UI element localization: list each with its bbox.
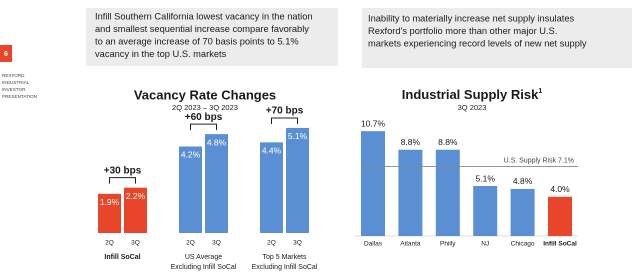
value-label: 4.8%: [207, 137, 227, 147]
callout-text: and smallest sequential increase compare…: [95, 24, 309, 34]
x-tick-label: Dallas: [364, 241, 383, 248]
sidebar-text: INDUSTRIAL: [2, 80, 30, 85]
bar: [398, 149, 423, 236]
x-tick-label: 3Q: [131, 240, 140, 247]
value-label: 5.1%: [476, 173, 496, 183]
callout-box: [86, 8, 338, 66]
bar: [179, 146, 202, 233]
value-label: 2.2%: [126, 191, 146, 201]
callout-text: Infill Southern California lowest vacanc…: [95, 11, 313, 21]
bar: [124, 187, 147, 233]
group-label: Excluding Infill SoCal: [252, 264, 318, 271]
value-label: 10.7%: [361, 118, 386, 128]
bar: [260, 142, 283, 233]
change-label: +30 bps: [104, 165, 142, 176]
value-label: 4.0%: [550, 184, 570, 194]
bar: [98, 193, 121, 233]
bar: [548, 196, 572, 236]
page-badge: [0, 45, 12, 62]
chart-subtitle: 2Q 2023 – 3Q 2023: [172, 103, 238, 112]
bar: [286, 127, 309, 233]
title-note: 1: [538, 88, 542, 95]
value-label: 4.2%: [181, 150, 201, 160]
value-label: 5.1%: [288, 131, 308, 141]
x-tick-label: Infill SoCal: [543, 241, 577, 248]
x-tick-label: 2Q: [267, 240, 276, 247]
group-label: US Average: [185, 254, 222, 261]
callout-text: Rexford's portfolio more than other majo…: [368, 26, 557, 36]
callout-box: [362, 8, 632, 68]
x-tick-label: 3Q: [212, 240, 221, 247]
sidebar-text: PRESENTATION: [2, 94, 37, 99]
bar: [361, 131, 385, 236]
change-bracket: [190, 123, 217, 131]
value-label: 8.8%: [401, 137, 421, 147]
callout-text: vacancy in the top U.S. markets: [95, 49, 227, 59]
bar: [473, 186, 498, 236]
x-tick-label: 2Q: [186, 240, 195, 247]
value-label: 1.9%: [100, 197, 120, 207]
x-tick-label: Chicago: [511, 241, 535, 248]
sidebar-text: REXFORD: [2, 73, 25, 78]
callout-text: Inability to materially increase net sup…: [368, 13, 575, 23]
chart-title: Vacancy Rate Changes: [134, 87, 276, 102]
bar: [510, 188, 535, 236]
value-label: 8.8%: [438, 137, 458, 147]
value-label: 4.4%: [262, 146, 282, 156]
change-label: +70 bps: [266, 106, 304, 117]
x-tick-label: Atlanta: [400, 241, 421, 248]
x-tick-label: 2Q: [105, 240, 114, 247]
reference-label: U.S. Supply Risk 7.1%: [504, 157, 574, 164]
bar: [435, 149, 460, 236]
change-bracket: [271, 117, 298, 124]
callout-text: to an average increase of 70 basis point…: [95, 36, 299, 46]
callout-text: markets experiencing record levels of ne…: [368, 38, 587, 48]
chart-subtitle: 3Q 2023: [458, 103, 487, 112]
group-label: Infill SoCal: [104, 254, 140, 261]
group-label: Top 5 Markets: [263, 254, 307, 261]
value-label: 4.8%: [513, 176, 533, 186]
x-tick-label: 3Q: [293, 240, 302, 247]
group-label: Excluding Infill SoCal: [171, 264, 237, 271]
chart-title: Industrial Supply Risk1: [402, 87, 543, 102]
chart-title-text: Industrial Supply Risk: [402, 87, 539, 102]
sidebar-text: INVESTOR: [2, 87, 26, 92]
bar: [205, 134, 228, 233]
x-tick-label: Philly: [440, 241, 456, 248]
page-number: 6: [4, 51, 8, 58]
change-bracket: [109, 177, 136, 184]
change-label: +60 bps: [185, 112, 223, 123]
x-tick-label: NJ: [481, 241, 489, 248]
